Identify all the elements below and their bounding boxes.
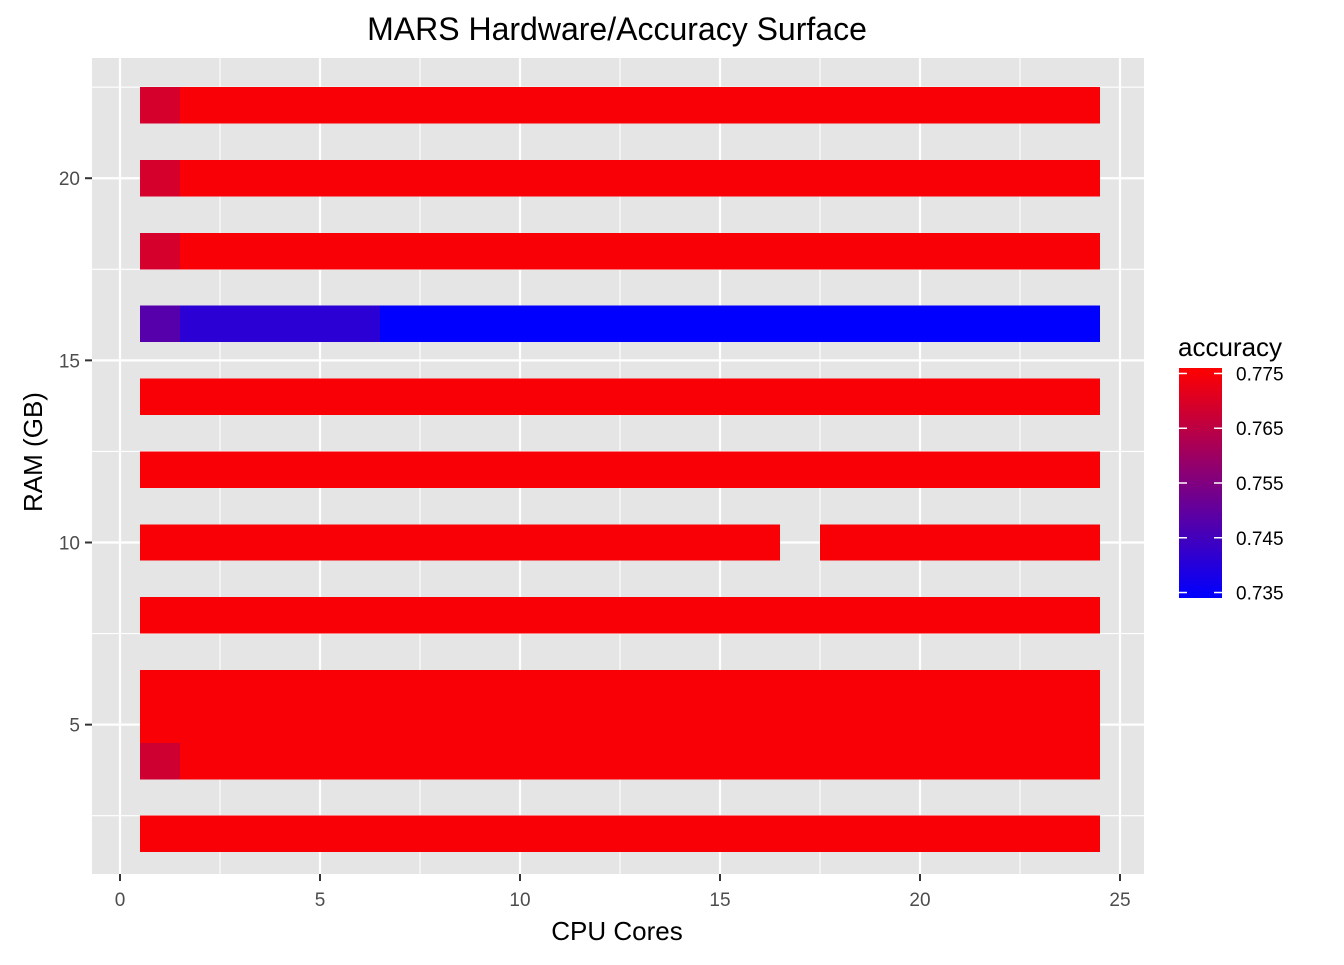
heatmap-tile [180, 87, 1100, 124]
heatmap-tile [380, 305, 1100, 343]
y-axis: 5 10 15 20 [59, 169, 92, 737]
x-tick-label: 10 [509, 890, 530, 911]
x-tick-label: 25 [1109, 890, 1130, 911]
legend: accuracy 0.775 0.765 0.755 0.745 0.735 [1178, 332, 1284, 605]
heatmap-tile [140, 305, 180, 343]
legend-title: accuracy [1178, 332, 1282, 362]
chart-title: MARS Hardware/Accuracy Surface [367, 11, 867, 47]
legend-ticks: 0.775 0.765 0.755 0.745 0.735 [1179, 364, 1284, 605]
heatmap-tile [140, 232, 180, 270]
heatmap-tiles [140, 87, 1100, 853]
x-axis: 0 5 10 15 20 25 [115, 874, 1131, 911]
legend-tick-label: 0.755 [1236, 474, 1284, 495]
heatmap-tile [140, 524, 780, 561]
heatmap-tile [180, 742, 1100, 780]
legend-tick-label: 0.765 [1236, 419, 1284, 440]
x-tick-label: 20 [909, 890, 930, 911]
x-axis-label: CPU Cores [551, 916, 682, 946]
heatmap-tile [140, 597, 1100, 634]
heatmap-tile [180, 232, 1100, 270]
y-tick-label: 5 [69, 716, 80, 737]
x-tick-label: 15 [709, 890, 730, 911]
heatmap-tile [180, 305, 380, 343]
x-tick-label: 0 [115, 890, 126, 911]
heatmap-tile [140, 706, 1100, 743]
y-tick-label: 10 [59, 534, 80, 555]
heatmap-tile [140, 815, 1100, 853]
legend-tick-label: 0.745 [1236, 529, 1284, 550]
heatmap-tile [140, 742, 180, 780]
heatmap-tile [140, 87, 180, 124]
heatmap-tile [140, 451, 1100, 488]
y-axis-label: RAM (GB) [18, 392, 48, 512]
heatmap-tile [140, 378, 1100, 415]
y-tick-label: 20 [59, 169, 80, 190]
heatmap-tile [140, 670, 1100, 707]
heatmap-tile [820, 524, 1100, 561]
heatmap-tile [180, 160, 1100, 197]
x-tick-label: 5 [315, 890, 326, 911]
legend-tick-label: 0.775 [1236, 364, 1284, 385]
heatmap-tile [140, 160, 180, 197]
legend-tick-label: 0.735 [1236, 584, 1284, 605]
y-tick-label: 15 [59, 351, 80, 372]
